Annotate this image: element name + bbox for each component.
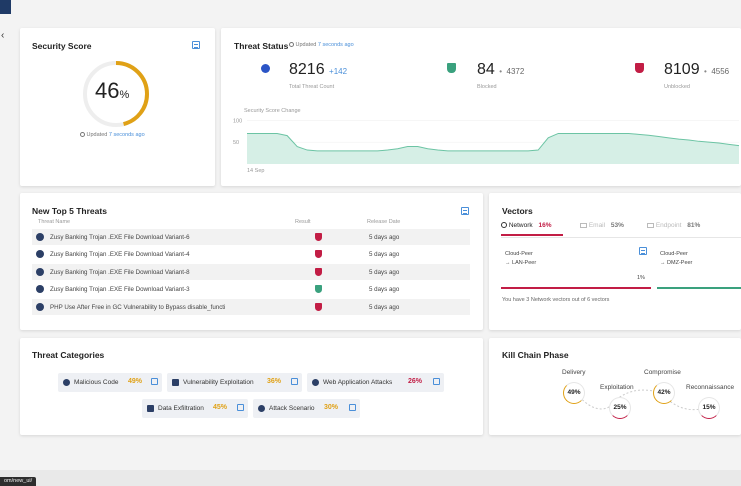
series-line xyxy=(247,132,740,152)
shield-alert-icon xyxy=(315,250,322,258)
bug-icon xyxy=(36,285,44,293)
security-score-updated: Updated 7 seconds ago xyxy=(80,132,145,138)
unblocked-label: Unblocked xyxy=(664,84,690,90)
vectors-title: Vectors xyxy=(502,206,533,216)
tab-endpoint[interactable]: Endpoint 81% xyxy=(647,222,700,229)
phase-compromise[interactable]: 42% xyxy=(653,382,675,404)
bottom-bar xyxy=(0,470,741,486)
threat-categories-card: Threat Categories Malicious Code 49% Vul… xyxy=(20,338,483,435)
shield-alert-icon xyxy=(635,63,644,73)
table-row[interactable]: Zusy Banking Trojan .EXE File Download V… xyxy=(32,264,470,280)
col-release-date: Release Date xyxy=(367,219,401,225)
kill-chain-title: Kill Chain Phase xyxy=(502,350,569,360)
y-tick-label: 50 xyxy=(233,140,239,146)
lock-icon xyxy=(172,379,179,386)
kill-chain-path xyxy=(573,389,702,411)
table-row[interactable]: Zusy Banking Trojan .EXE File Download V… xyxy=(32,281,470,297)
phase-label: Compromise xyxy=(644,369,681,376)
kill-chain-card: Kill Chain Phase Delivery 49% Exploitati… xyxy=(489,338,741,435)
total-threat-count: 8216 +142 xyxy=(289,61,348,78)
sidebar-collapse-arrow[interactable]: ‹ xyxy=(1,30,5,41)
category-web-application-attacks[interactable]: Web Application Attacks 26% xyxy=(307,373,444,392)
security-score-gauge xyxy=(83,61,149,127)
security-score-title: Security Score xyxy=(32,41,92,51)
category-attack-scenario[interactable]: Attack Scenario 30% xyxy=(253,399,360,418)
sidebar-logo[interactable] xyxy=(0,0,11,14)
category-malicious-code[interactable]: Malicious Code 49% xyxy=(58,373,162,392)
endpoint-icon xyxy=(647,223,654,228)
threat-categories-title: Threat Categories xyxy=(32,350,105,360)
details-icon[interactable] xyxy=(151,378,158,385)
tab-network[interactable]: Network 16% xyxy=(501,222,563,236)
globe-icon xyxy=(312,379,319,386)
bug-icon xyxy=(36,250,44,258)
tab-email[interactable]: Email 53% xyxy=(580,222,624,229)
security-score-chart: 100 50 14 Sep xyxy=(233,118,740,174)
series-area xyxy=(247,133,739,164)
bug-icon xyxy=(261,64,270,73)
vector-item[interactable]: Cloud-Peer → LAN-Peer 1% xyxy=(501,245,651,291)
security-score-card: Security Score 46% Updated 7 seconds ago xyxy=(20,28,215,186)
category-vulnerability-exploitation[interactable]: Vulnerability Exploitation 36% xyxy=(167,373,302,392)
scenario-icon xyxy=(258,405,265,412)
bug-icon xyxy=(36,303,44,311)
table-row[interactable]: Zusy Banking Trojan .EXE File Download V… xyxy=(32,246,470,262)
details-icon[interactable] xyxy=(291,378,298,385)
phase-label: Reconnaissance xyxy=(686,384,735,391)
details-icon[interactable] xyxy=(433,378,440,385)
bug-icon xyxy=(36,233,44,241)
blocked-count: 84 • 4372 xyxy=(477,61,525,78)
total-threat-label: Total Threat Count xyxy=(289,84,335,90)
threat-status-card: Threat Status Updated 7 seconds ago 8216… xyxy=(221,28,741,186)
vector-item[interactable]: Cloud-Peer → DMZ-Peer xyxy=(657,245,741,291)
shield-check-icon xyxy=(447,63,456,73)
top-threats-title: New Top 5 Threats xyxy=(32,206,107,216)
category-data-exfiltration[interactable]: Data Exfiltration 45% xyxy=(142,399,248,418)
phase-exploitation[interactable]: 25% xyxy=(609,397,631,419)
report-icon[interactable] xyxy=(192,41,200,49)
vectors-note: You have 3 Network vectors out of 6 vect… xyxy=(502,297,610,303)
details-icon[interactable] xyxy=(349,404,356,411)
shield-alert-icon xyxy=(315,268,322,276)
bug-icon xyxy=(36,268,44,276)
blocked-label: Blocked xyxy=(477,84,497,90)
phase-reconnaissance[interactable]: 15% xyxy=(698,397,720,419)
col-threat-name: Threat Name xyxy=(38,219,71,225)
table-row[interactable]: PHP Use After Free in GC Vulnerability t… xyxy=(32,299,470,315)
phase-label: Exploitation xyxy=(600,384,634,391)
vectors-card: Vectors Network 16% Email 53% Endpoint 8… xyxy=(489,193,741,330)
unblocked-count: 8109 • 4556 xyxy=(664,61,730,78)
refresh-icon[interactable] xyxy=(80,132,85,137)
shield-check-icon xyxy=(315,285,322,293)
database-icon xyxy=(147,405,154,412)
details-icon[interactable] xyxy=(237,404,244,411)
y-tick-label: 100 xyxy=(233,118,242,124)
security-score-value: 46% xyxy=(95,78,130,103)
tab-divider xyxy=(501,237,741,238)
shield-alert-icon xyxy=(315,303,322,311)
chart-title: Security Score Change xyxy=(244,108,301,114)
top-threats-card: New Top 5 Threats Threat Name Result Rel… xyxy=(20,193,483,330)
phase-label: Delivery xyxy=(562,369,586,376)
email-icon xyxy=(580,223,587,228)
threat-status-title: Threat Status xyxy=(234,41,289,51)
network-icon xyxy=(501,222,507,228)
col-result: Result xyxy=(295,219,311,225)
table-row[interactable]: Zusy Banking Trojan .EXE File Download V… xyxy=(32,229,470,245)
details-icon[interactable] xyxy=(639,247,647,255)
bug-icon xyxy=(63,379,70,386)
status-url: om/new_ui/ xyxy=(0,477,37,486)
threat-status-updated: Updated 7 seconds ago xyxy=(289,42,354,48)
phase-delivery[interactable]: 49% xyxy=(563,382,585,404)
refresh-icon[interactable] xyxy=(289,42,294,47)
list-icon[interactable] xyxy=(461,207,469,215)
shield-alert-icon xyxy=(315,233,322,241)
x-tick-label: 14 Sep xyxy=(247,168,264,174)
